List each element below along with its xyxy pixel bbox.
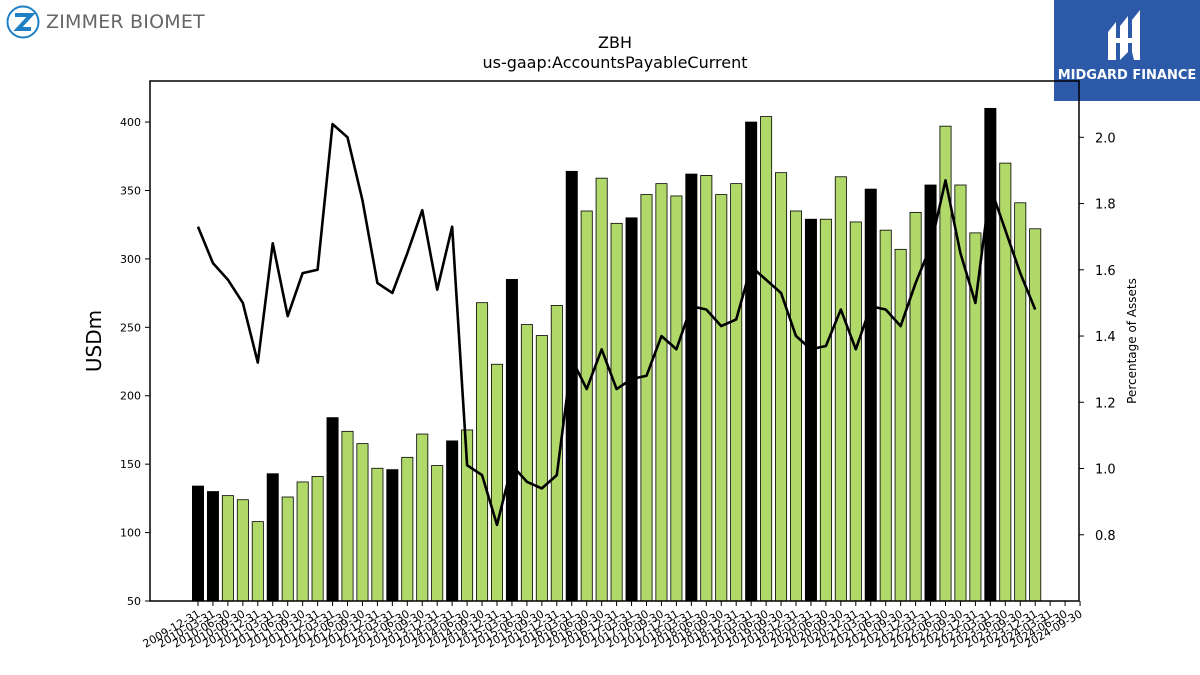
- bar: [804, 218, 817, 602]
- y-tick-label: 200: [120, 390, 141, 403]
- zimmer-biomet-logo-icon: [6, 5, 40, 39]
- y-tick-label: 300: [120, 253, 141, 266]
- plot-frame: [149, 80, 1080, 602]
- bar: [476, 302, 489, 602]
- bar: [715, 194, 728, 602]
- bar: [864, 188, 877, 602]
- y-tick-label: 100: [120, 527, 141, 540]
- bar: [221, 495, 234, 602]
- bar: [236, 499, 249, 602]
- y2-axis-label: Percentage of Assets: [1125, 278, 1139, 404]
- bar: [849, 221, 862, 602]
- bar: [685, 173, 698, 602]
- bar: [610, 222, 623, 602]
- bar: [416, 433, 429, 602]
- bar: [371, 467, 384, 602]
- bar: [700, 175, 713, 602]
- bar: [879, 229, 892, 602]
- y-tick-label: 250: [120, 321, 141, 334]
- bar: [520, 324, 533, 602]
- chart-subtitle: us-gaap:AccountsPayableCurrent: [482, 53, 747, 72]
- y-tick-label: 350: [120, 184, 141, 197]
- y2-tick-label: 2.0: [1095, 131, 1116, 146]
- x-axis: 2009-12-312010-03-312010-06-302010-09-30…: [141, 601, 1085, 651]
- y2-tick-label: 1.2: [1095, 396, 1116, 411]
- y2-tick-label: 1.6: [1095, 264, 1116, 279]
- bar: [655, 183, 668, 602]
- bar: [311, 476, 324, 602]
- bar: [894, 248, 907, 602]
- y-tick-label: 50: [127, 595, 141, 608]
- bar: [341, 430, 354, 602]
- bar: [775, 172, 788, 602]
- y-tick-label: 400: [120, 116, 141, 129]
- line-series: [196, 122, 1037, 527]
- midgard-finance-logo-text: MIDGARD FINANCE: [1057, 68, 1197, 83]
- y2-tick-label: 1.4: [1095, 330, 1116, 345]
- bar: [446, 440, 459, 602]
- bar: [206, 491, 219, 602]
- bar: [834, 176, 847, 602]
- bar: [745, 121, 758, 602]
- bar: [326, 417, 339, 602]
- y2-tick-label: 1.8: [1095, 198, 1116, 213]
- zimmer-biomet-logo: ZIMMER BIOMET: [6, 5, 205, 39]
- bar: [356, 443, 369, 602]
- y2-tick-label: 1.0: [1095, 463, 1116, 478]
- y2-tick-label: 0.8: [1095, 529, 1116, 544]
- y-axis: 50 100 150 200 250 300 350 400: [120, 116, 150, 608]
- y-axis-label: USDm: [82, 310, 106, 372]
- bar: [580, 210, 593, 602]
- bar: [1029, 228, 1042, 602]
- bar: [730, 183, 743, 602]
- bar: [401, 456, 414, 602]
- bar: [431, 465, 444, 602]
- zimmer-biomet-logo-text: ZIMMER BIOMET: [46, 11, 205, 33]
- y-tick-label: 150: [120, 458, 141, 471]
- bar: [505, 279, 518, 602]
- bar: [490, 363, 503, 602]
- bar: [535, 335, 548, 602]
- y2-axis: 0.8 1.0 1.2 1.4 1.6 1.8 2.0: [1079, 131, 1116, 544]
- bar-series: [191, 107, 1042, 602]
- bar: [640, 194, 653, 602]
- chart-title: ZBH: [598, 33, 632, 52]
- bar: [595, 177, 608, 602]
- bar: [790, 210, 803, 602]
- line-percentage-of-assets: [196, 122, 1037, 527]
- midgard-finance-logo-icon: [1108, 10, 1140, 60]
- bar: [670, 195, 683, 602]
- bar: [266, 473, 279, 602]
- bar: [296, 481, 309, 602]
- bar: [819, 218, 832, 602]
- bar: [760, 116, 773, 602]
- bar: [386, 469, 399, 602]
- bar: [191, 485, 204, 602]
- bar: [625, 217, 638, 602]
- bar: [281, 496, 294, 602]
- bar: [251, 521, 264, 602]
- bar: [984, 107, 997, 602]
